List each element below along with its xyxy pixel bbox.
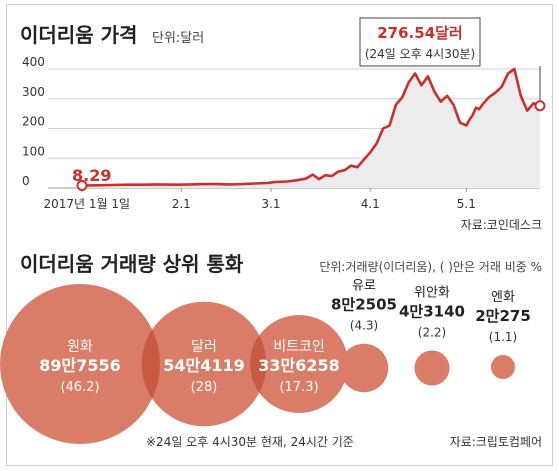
price-x-tick-label: 2.1 [172, 197, 191, 211]
price-y-tick-label: 0 [22, 174, 30, 188]
price-y-tick-label: 100 [22, 144, 45, 158]
bubble-share-label: (1.1) [489, 330, 517, 344]
bubble-share-label: (46.2) [60, 380, 99, 395]
price-line [81, 67, 541, 187]
bubble-share-label: (2.2) [418, 325, 446, 339]
bubble-category-label: 비트코인 [273, 339, 325, 355]
bubble-value-label: 8만2505 [331, 296, 397, 314]
bubble-share-label: (28) [191, 380, 218, 395]
infographic-frame [6, 4, 553, 466]
bubble-value-label: 33만6258 [258, 356, 340, 375]
volume-footnote: ※24일 오후 4시30분 현재, 24시간 기준 [146, 435, 354, 449]
volume-bubble [250, 315, 348, 413]
end-value-note: (24일 오후 4시30분) [365, 47, 475, 61]
bubble-category-label: 엔화 [491, 290, 515, 305]
price-x-ticks: 2017년 1월 1일 2.1 3.1 4.1 5.1 [43, 188, 476, 211]
price-y-tick-label: 200 [22, 115, 45, 129]
price-source: 자료:코인데스크 [461, 218, 542, 232]
start-point-marker [76, 180, 88, 192]
bubble-value-label: 4만3140 [399, 302, 465, 320]
bubble-category-label: 위안화 [414, 285, 450, 300]
bubble-value-label: 2만275 [475, 307, 531, 325]
volume-bubbles [0, 284, 516, 444]
price-area [82, 69, 540, 188]
volume-title: 이더리움 거래량 상위 통화 [20, 252, 244, 276]
price-y-ticks: 0 100 200 300 400 [22, 55, 45, 188]
volume-bubble [0, 284, 160, 444]
price-y-tick-label: 300 [22, 85, 45, 99]
price-unit: 단위:달러 [152, 31, 204, 46]
end-point-marker [534, 100, 546, 112]
price-x-tick-label: 3.1 [261, 197, 280, 211]
volume-bubble [490, 354, 516, 380]
price-x-tick-label: 4.1 [361, 197, 380, 211]
price-y-tick-label: 400 [22, 55, 45, 69]
bubble-share-label: (17.3) [279, 380, 318, 395]
price-title: 이더리움 가격 [20, 23, 137, 47]
bubble-value-label: 54만4119 [163, 356, 245, 375]
bubble-category-label: 유로 [352, 279, 376, 294]
bubble-category-label: 원화 [67, 339, 93, 355]
volume-bubble [141, 301, 267, 427]
volume-unit: 단위:거래량(이더리움), ( )안은 거래 비중 % [319, 260, 542, 274]
volume-bubble [414, 350, 450, 386]
price-x-tick-label: 5.1 [457, 197, 476, 211]
price-x-tick-label: 2017년 1월 1일 [43, 197, 130, 211]
bubble-share-label: (4.3) [350, 319, 378, 333]
bubble-value-label: 89만7556 [39, 356, 121, 375]
end-value-label: 276.54달러 [377, 24, 462, 42]
callout-box [359, 17, 481, 67]
volume-source: 자료:크립토컴페어 [450, 435, 542, 449]
volume-bubble [339, 343, 389, 393]
start-value-label: 8.29 [72, 166, 111, 185]
bubble-category-label: 달러 [191, 339, 217, 355]
